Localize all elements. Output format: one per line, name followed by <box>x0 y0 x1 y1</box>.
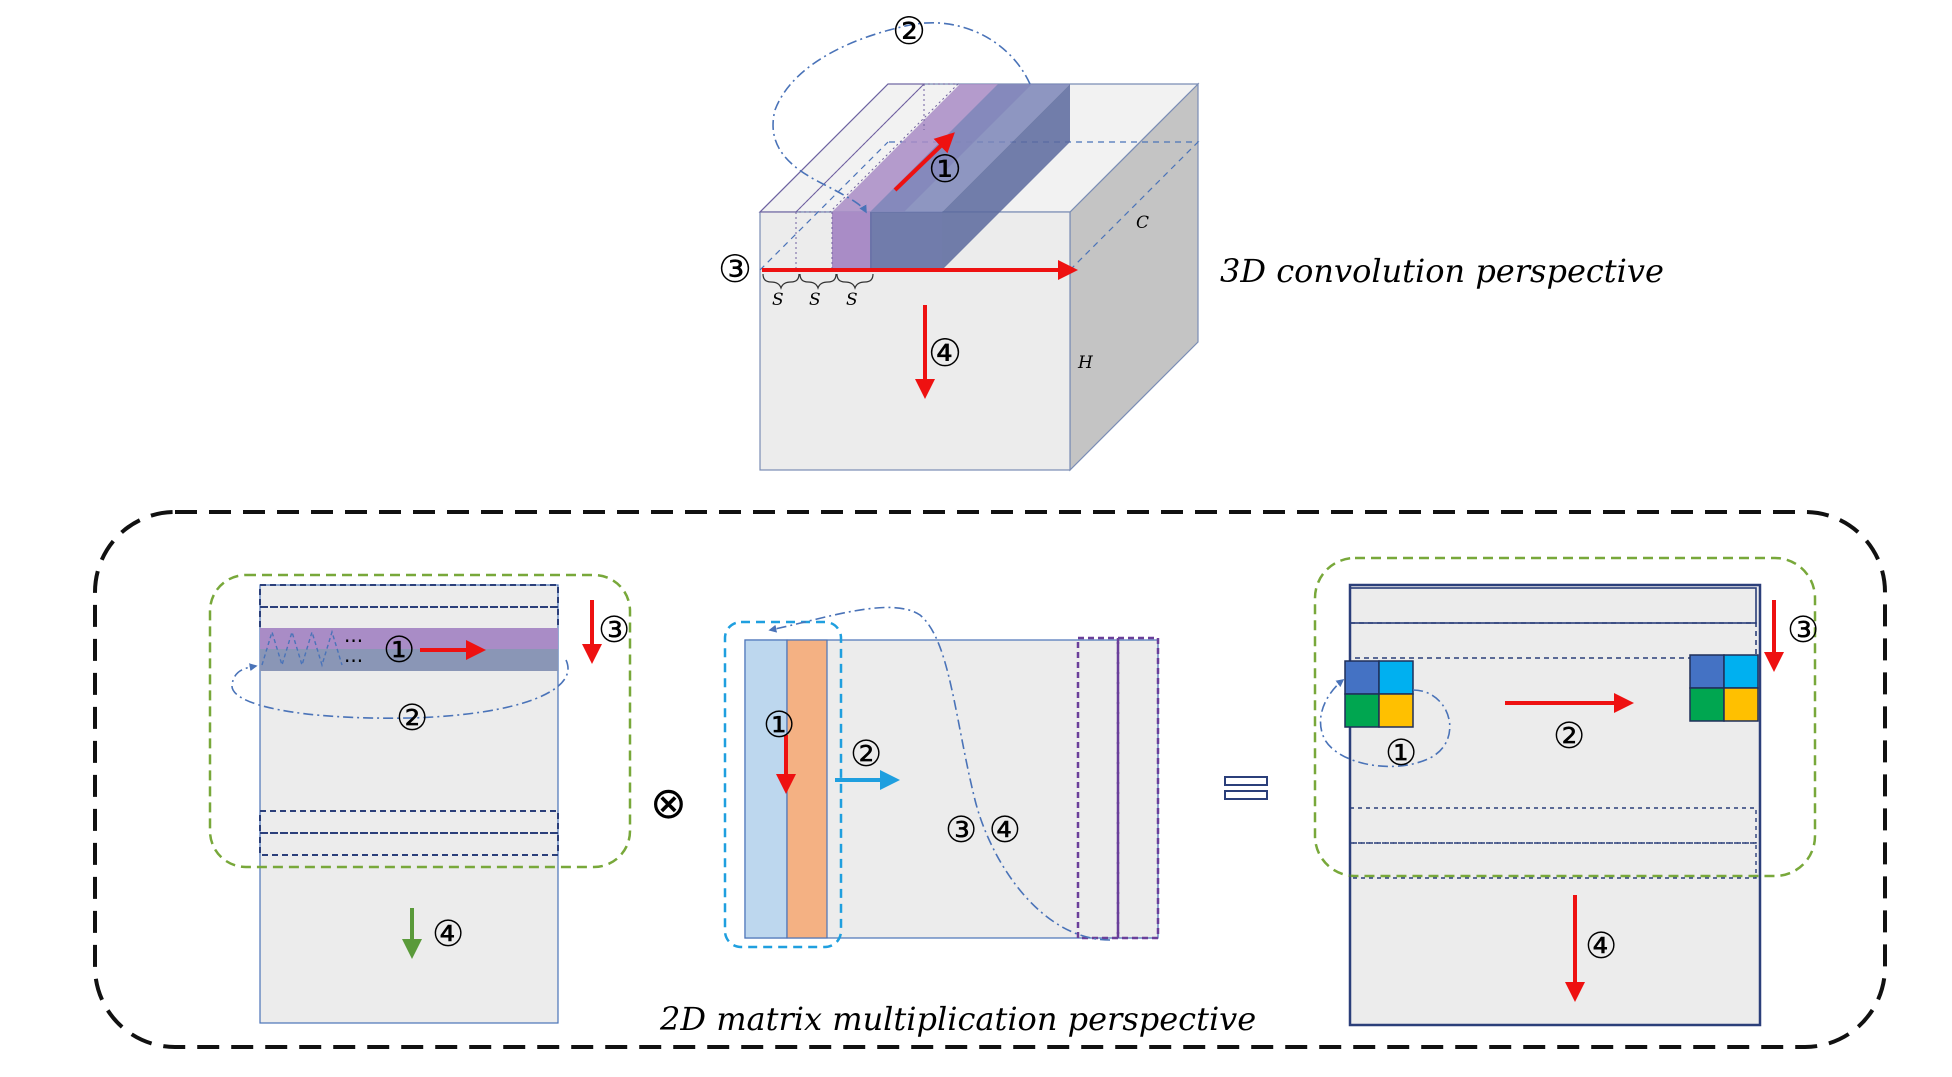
kernel-strip-navy-top <box>870 84 1070 212</box>
left-ellipsis-top: ··· <box>344 629 363 653</box>
matmul-frame <box>93 510 1887 1049</box>
right-row-bottom-2 <box>1349 842 1757 879</box>
middle-loop-path <box>768 606 1111 941</box>
height-label: H <box>1077 353 1094 373</box>
right-marker-2: ② <box>1553 716 1585 757</box>
kernel-front-purple <box>832 212 872 270</box>
right-matrix-body <box>1348 583 1762 1027</box>
stride-label-1: S <box>772 290 784 310</box>
cube-marker-3: ③ <box>718 247 752 291</box>
right-loop-path <box>1319 679 1451 768</box>
middle-col-orange <box>786 639 828 939</box>
output-tile-right <box>1689 654 1759 722</box>
right-marker-4: ④ <box>1585 926 1617 967</box>
right-marker-3: ③ <box>1787 610 1819 651</box>
cube-marker-2: ② <box>892 9 926 53</box>
middle-cyan-window <box>723 620 843 949</box>
stride-brace-2 <box>799 273 837 290</box>
stride-label-2: S <box>809 290 821 310</box>
output-tile-left <box>1344 660 1414 728</box>
conv3d-caption: 3D convolution perspective <box>1220 252 1664 290</box>
left-zigzag <box>261 629 343 668</box>
middle-marker-1: ① <box>763 705 795 746</box>
left-ellipsis-bottom: ··· <box>344 649 363 673</box>
middle-col-blue <box>744 639 788 939</box>
times-operator: ⊗ <box>650 778 687 829</box>
middle-marker-2: ② <box>850 734 882 775</box>
stride-brace-3 <box>836 273 874 290</box>
right-marker-1: ① <box>1385 733 1417 774</box>
equals-operator <box>1224 776 1268 800</box>
middle-marker-34: ③ ④ <box>945 810 1021 851</box>
kernel-front-navy <box>870 212 942 270</box>
left-marker-1: ① <box>383 630 415 671</box>
left-marker-2: ② <box>396 698 428 739</box>
stride-label-3: S <box>846 290 858 310</box>
cube-marker-4: ④ <box>928 331 962 375</box>
cube-marker-1: ① <box>928 147 962 191</box>
left-marker-4: ④ <box>432 914 464 955</box>
channel-label: C <box>1136 213 1149 233</box>
left-green-window <box>208 573 632 869</box>
middle-col-right-2 <box>1116 636 1160 940</box>
right-row-top-2 <box>1349 622 1757 659</box>
right-green-window <box>1313 556 1817 878</box>
right-matrix: ① ② ③ ④ <box>1313 556 1819 1027</box>
cube-arrow-1 <box>893 132 955 192</box>
kernel-side-navy <box>942 84 1070 270</box>
cube-loop-path <box>772 22 1031 214</box>
middle-matrix: ① ② ③ ④ <box>723 606 1160 949</box>
left-matrix: ··· ··· ① ② ③ ④ <box>208 573 632 1024</box>
left-loop-path <box>231 659 569 719</box>
stride-brace-1 <box>762 273 800 290</box>
left-marker-3: ③ <box>598 610 630 651</box>
cube-3d: S S S C H ① ② ③ ④ <box>718 9 1200 472</box>
matmul2d-caption: 2D matrix multiplication perspective <box>659 1000 1256 1038</box>
cube-hidden-diag <box>759 141 889 271</box>
